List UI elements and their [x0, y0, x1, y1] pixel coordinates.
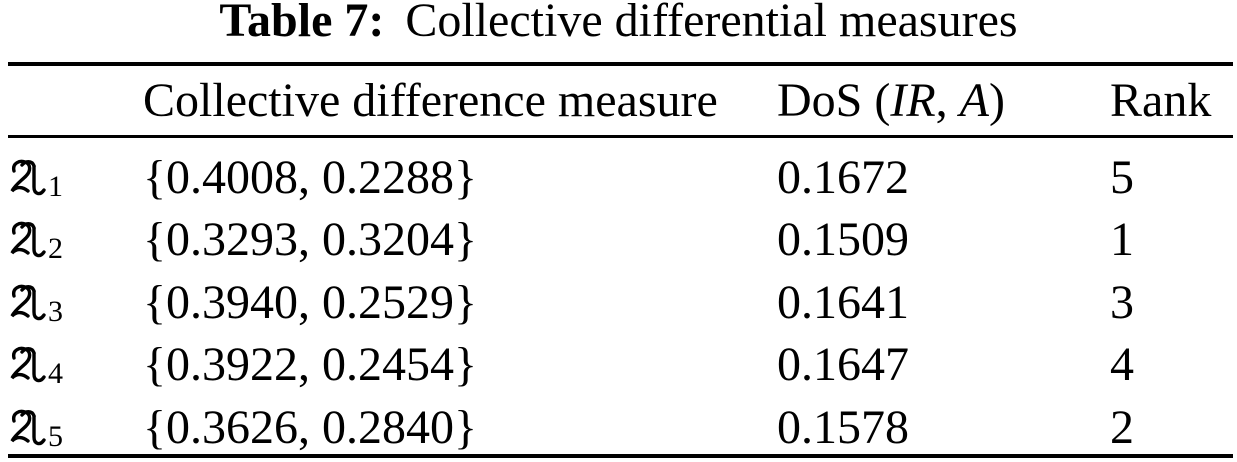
top-rule: [8, 62, 1233, 66]
table-row: 2 {0.3293, 0.3204} 0.1509 1: [8, 209, 1233, 272]
cell-dos: 0.1647: [777, 338, 909, 392]
cell-measure: {0.3940, 0.2529}: [143, 275, 478, 329]
cell-rank: 4: [1110, 338, 1134, 392]
row-subscript: 2: [48, 232, 63, 266]
table-row: 1 {0.4008, 0.2288} 0.1672 5: [8, 146, 1233, 209]
dos-prefix: DoS (: [777, 74, 891, 127]
cell-dos: 0.1509: [777, 213, 909, 267]
row-label: 1: [8, 159, 143, 201]
cell-dos: 0.1672: [777, 150, 909, 204]
cell-rank: 5: [1110, 150, 1134, 204]
row-label: 4: [8, 346, 143, 389]
table-row: 4 {0.3922, 0.2454} 0.1647 4: [8, 334, 1233, 397]
column-header-dos: DoS (IR, A): [777, 73, 1110, 128]
row-label: 3: [8, 284, 143, 326]
fraktur-a-icon: [10, 284, 46, 320]
table-title-caption: Collective differential measures: [405, 0, 1018, 47]
row-subscript: 3: [48, 294, 63, 328]
cell-rank: 1: [1110, 213, 1134, 267]
row-subscript: 1: [48, 169, 63, 203]
table-row: 3 {0.3940, 0.2529} 0.1641 3: [8, 271, 1233, 334]
table-header-row: Collective difference measure DoS (IR, A…: [8, 66, 1233, 135]
fraktur-a-icon: [10, 409, 46, 445]
column-header-rank: Rank: [1110, 74, 1212, 127]
fraktur-a-icon: [10, 346, 46, 383]
table-row: 5 {0.3626, 0.2840} 0.1578 2: [8, 396, 1233, 459]
fraktur-a-icon: [10, 159, 46, 195]
cell-rank: 2: [1110, 400, 1134, 454]
table-body: 1 {0.4008, 0.2288} 0.1672 5 2 {0.3293, 0…: [8, 140, 1233, 459]
row-subscript: 5: [48, 419, 63, 453]
dos-suffix: ): [988, 74, 1005, 127]
mid-rule: [8, 135, 1233, 138]
dos-arg-ir: IR: [890, 74, 936, 127]
bottom-rule: [8, 454, 1233, 458]
cell-measure: {0.3922, 0.2454}: [143, 338, 478, 392]
fraktur-a-icon: [10, 221, 46, 258]
table-title: Table 7: Collective differential measures: [0, 0, 1237, 48]
cell-measure: {0.3293, 0.3204}: [143, 213, 478, 267]
dos-separator: ,: [935, 74, 960, 127]
row-label: 5: [8, 409, 143, 451]
dos-arg-a: A: [959, 74, 989, 127]
cell-measure: {0.4008, 0.2288}: [143, 150, 478, 204]
cell-measure: {0.3626, 0.2840}: [143, 400, 478, 454]
row-subscript: 4: [48, 357, 63, 391]
table-title-number: Table 7:: [219, 0, 385, 47]
row-label: 2: [8, 221, 143, 264]
cell-dos: 0.1578: [777, 400, 909, 454]
cell-rank: 3: [1110, 275, 1134, 329]
column-header-measure: Collective difference measure: [143, 74, 718, 127]
cell-dos: 0.1641: [777, 275, 909, 329]
